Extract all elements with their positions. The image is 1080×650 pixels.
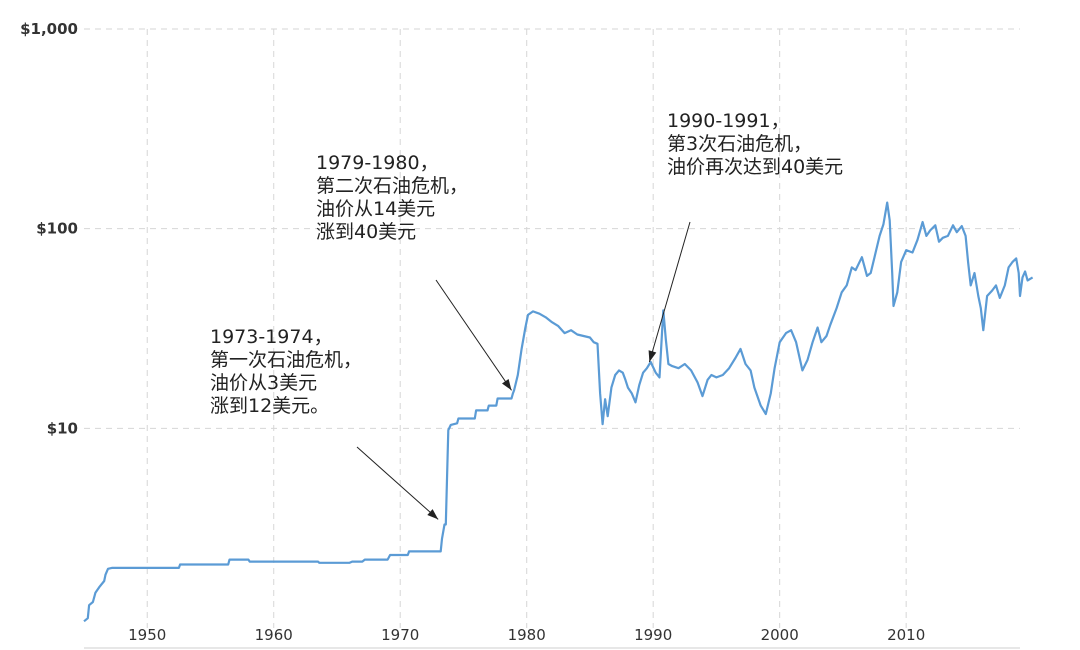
annotation-arrow-head	[502, 379, 512, 391]
series-layer	[83, 201, 1034, 623]
x-tick-label: 1970	[381, 626, 419, 644]
annotation-line: 第二次石油危机，	[316, 175, 469, 197]
y-tick-label: $100	[36, 220, 78, 238]
annotation-line: 油价从3美元	[210, 372, 318, 394]
annotation-1990-oil-crisis: 1990-1991， 第3次石油危机， 油价再次达到40美元	[667, 110, 843, 179]
x-tick-label: 1990	[634, 626, 672, 644]
y-tick-label: $1,000	[20, 20, 78, 38]
annotation-arrow-head	[427, 509, 439, 520]
oil-price-line	[83, 201, 1034, 623]
annotation-line: 1973-1974，	[210, 326, 333, 348]
x-tick-label: 2000	[761, 626, 799, 644]
x-axis-ticks: 1950 1960 1970 1980 1990 2000 2010	[128, 626, 925, 644]
annotation-line: 1990-1991，	[667, 110, 790, 132]
annotation-line: 油价再次达到40美元	[667, 156, 844, 178]
x-tick-label: 1980	[508, 626, 546, 644]
annotation-line: 第3次石油危机，	[667, 133, 813, 155]
x-tick-label: 2010	[887, 626, 925, 644]
annotation-arrow-line	[648, 221, 691, 363]
annotation-line: 1979-1980，	[316, 152, 439, 174]
annotation-arrow-head	[648, 350, 657, 362]
y-axis-ticks: $10 $100 $1,000	[20, 20, 78, 437]
x-tick-label: 1960	[255, 626, 293, 644]
grid	[84, 28, 1020, 628]
annotation-line: 涨到40美元	[316, 221, 417, 243]
annotation-arrow-line	[435, 279, 512, 391]
annotation-line: 涨到12美元。	[210, 395, 330, 417]
annotation-1979-oil-crisis: 1979-1980， 第二次石油危机， 油价从14美元 涨到40美元	[316, 152, 468, 244]
annotation-line: 第一次石油危机，	[210, 349, 363, 371]
annotation-line: 油价从14美元	[316, 198, 436, 220]
x-tick-label: 1950	[128, 626, 166, 644]
annotation-arrow-line	[356, 446, 439, 520]
y-tick-label: $10	[47, 419, 78, 437]
annotation-arrows	[356, 221, 691, 520]
annotation-1973-oil-crisis: 1973-1974， 第一次石油危机， 油价从3美元 涨到12美元。	[210, 326, 362, 418]
